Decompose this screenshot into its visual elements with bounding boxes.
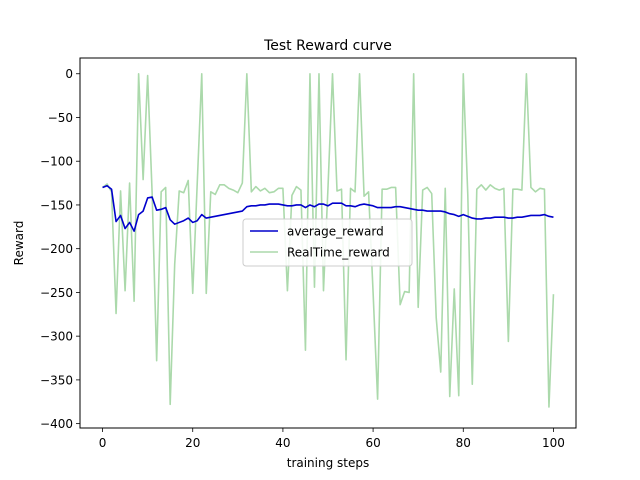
legend-label-realtime-reward: RealTime_reward <box>287 246 390 260</box>
y-tick-label: −200 <box>40 242 73 256</box>
series-line-realtime-reward <box>102 72 555 408</box>
chart-title: Test Reward curve <box>263 38 392 54</box>
plot-frame <box>79 57 577 429</box>
x-tick-label: 100 <box>542 436 565 450</box>
y-tick-label: −100 <box>40 155 73 169</box>
x-tick-label: 20 <box>185 436 200 450</box>
legend-label-average-reward: average_reward <box>287 225 384 239</box>
x-tick-label: 0 <box>99 436 107 450</box>
x-tick-label: 80 <box>456 436 471 450</box>
y-tick-label: 0 <box>65 67 73 81</box>
y-tick-label: −50 <box>48 111 73 125</box>
y-tick-label: −250 <box>40 286 73 300</box>
series-line-average-reward <box>102 184 554 232</box>
x-axis-label: training steps <box>287 456 370 470</box>
y-tick-label: −350 <box>40 373 73 387</box>
legend: average_reward RealTime_reward <box>242 218 413 267</box>
y-axis-label: Reward <box>12 221 26 266</box>
x-axis-ticks: 0 20 40 60 80 100 <box>99 428 565 450</box>
legend-box <box>242 218 413 267</box>
y-tick-label: −400 <box>40 417 73 431</box>
y-tick-label: −300 <box>40 330 73 344</box>
x-tick-label: 60 <box>365 436 380 450</box>
y-axis-ticks: 0 −50 −100 −150 −200 −250 −300 −350 −400 <box>40 67 80 431</box>
plot-series <box>102 72 555 408</box>
y-tick-label: −150 <box>40 198 73 212</box>
x-tick-label: 40 <box>275 436 290 450</box>
